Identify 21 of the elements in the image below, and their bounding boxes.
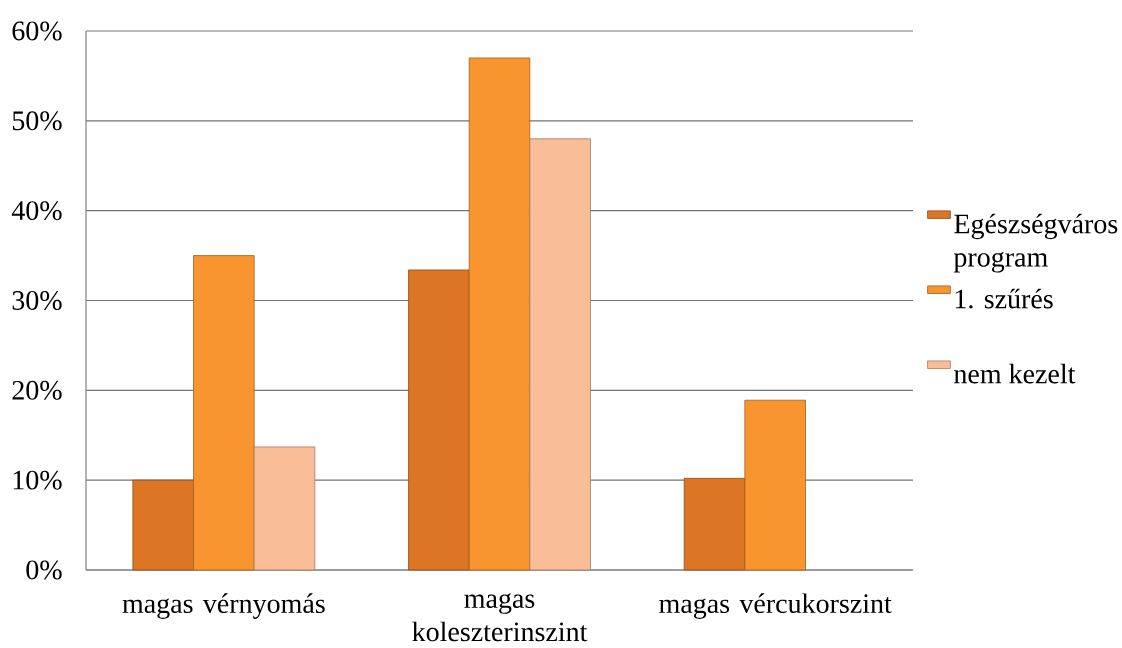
- bar: [408, 269, 470, 571]
- bar: [744, 399, 806, 571]
- y-tick-label: 0%: [26, 560, 62, 580]
- legend-label: nem kezelt: [954, 363, 1076, 384]
- legend-label: Egészségváros program: [953, 213, 1118, 273]
- x-tick-label: magas vérnyomás: [122, 593, 325, 619]
- bar: [683, 477, 746, 571]
- x-tick-label: magas koleszterinszint: [412, 593, 588, 642]
- y-tick-label: 40%: [11, 201, 62, 221]
- bar: [529, 138, 591, 571]
- bar: [253, 446, 316, 571]
- legend-label: 1. szűrés: [955, 288, 1053, 309]
- y-tick-label: 60%: [12, 21, 62, 41]
- y-tick-label: 50%: [12, 111, 62, 131]
- y-tick-label: 10%: [13, 470, 62, 490]
- bar: [193, 255, 255, 571]
- y-tick-label: 30%: [12, 291, 62, 310]
- bar: [468, 57, 531, 571]
- bar: [132, 479, 194, 571]
- y-tick-label: 20%: [12, 380, 62, 400]
- x-tick-label: magas vércukorszint: [659, 593, 892, 619]
